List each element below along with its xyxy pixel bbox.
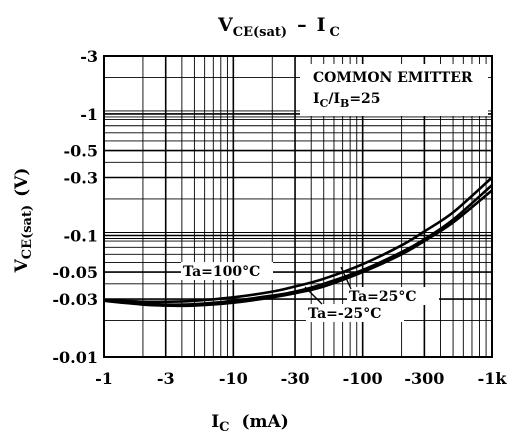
series-label-ta100: Ta=100°C [183,264,260,280]
annotation-line-1: COMMON EMITTER [313,70,473,86]
label-bg-25 [347,287,439,305]
leader-ta-25 [304,286,323,305]
series-line-2 [103,189,493,308]
annotation-line-2: IC/IB=25 [313,91,381,110]
x-tick-label: -100 [343,369,383,388]
plot-series [103,176,493,308]
y-tick-label: -0.1 [64,226,98,245]
y-tick-label: -1 [80,105,98,124]
y-tick-label: -3 [80,47,98,66]
x-tick-label: -1 [95,369,113,388]
x-tick-label: -1k [478,369,508,388]
y-axis-label: VCE(sat)(V) [12,168,35,274]
x-axis-label: IC (mA) [211,412,289,435]
y-tick-label: -0.5 [64,142,98,161]
plot-frame [103,55,493,358]
label-bg-m25 [306,304,404,322]
y-tick-labels: -3 -1 -0.5 -0.3 -0.1 -0.05 -0.03 -0.01 [52,47,98,367]
series-label-ta-25: Ta=-25°C [308,306,381,322]
y-tick-label: -0.03 [52,290,98,309]
x-tick-label: -30 [281,369,310,388]
x-tick-labels: -1 -3 -10 -30 -100 -300 -1k [95,369,507,388]
series-label-ta25: Ta=25°C [349,289,417,305]
chart-title: VCE(sat) – I C [217,14,340,40]
y-tick-label: -0.01 [52,348,98,367]
series-line-0 [103,176,493,304]
x-tick-label: -300 [404,369,444,388]
y-tick-label: -0.05 [52,263,98,282]
label-bg-100 [181,262,273,280]
x-tick-label: -10 [219,369,248,388]
annotation-box [300,64,488,116]
leader-ta25 [340,266,352,290]
x-tick-label: -3 [157,369,175,388]
y-tick-label: -0.3 [64,169,98,188]
